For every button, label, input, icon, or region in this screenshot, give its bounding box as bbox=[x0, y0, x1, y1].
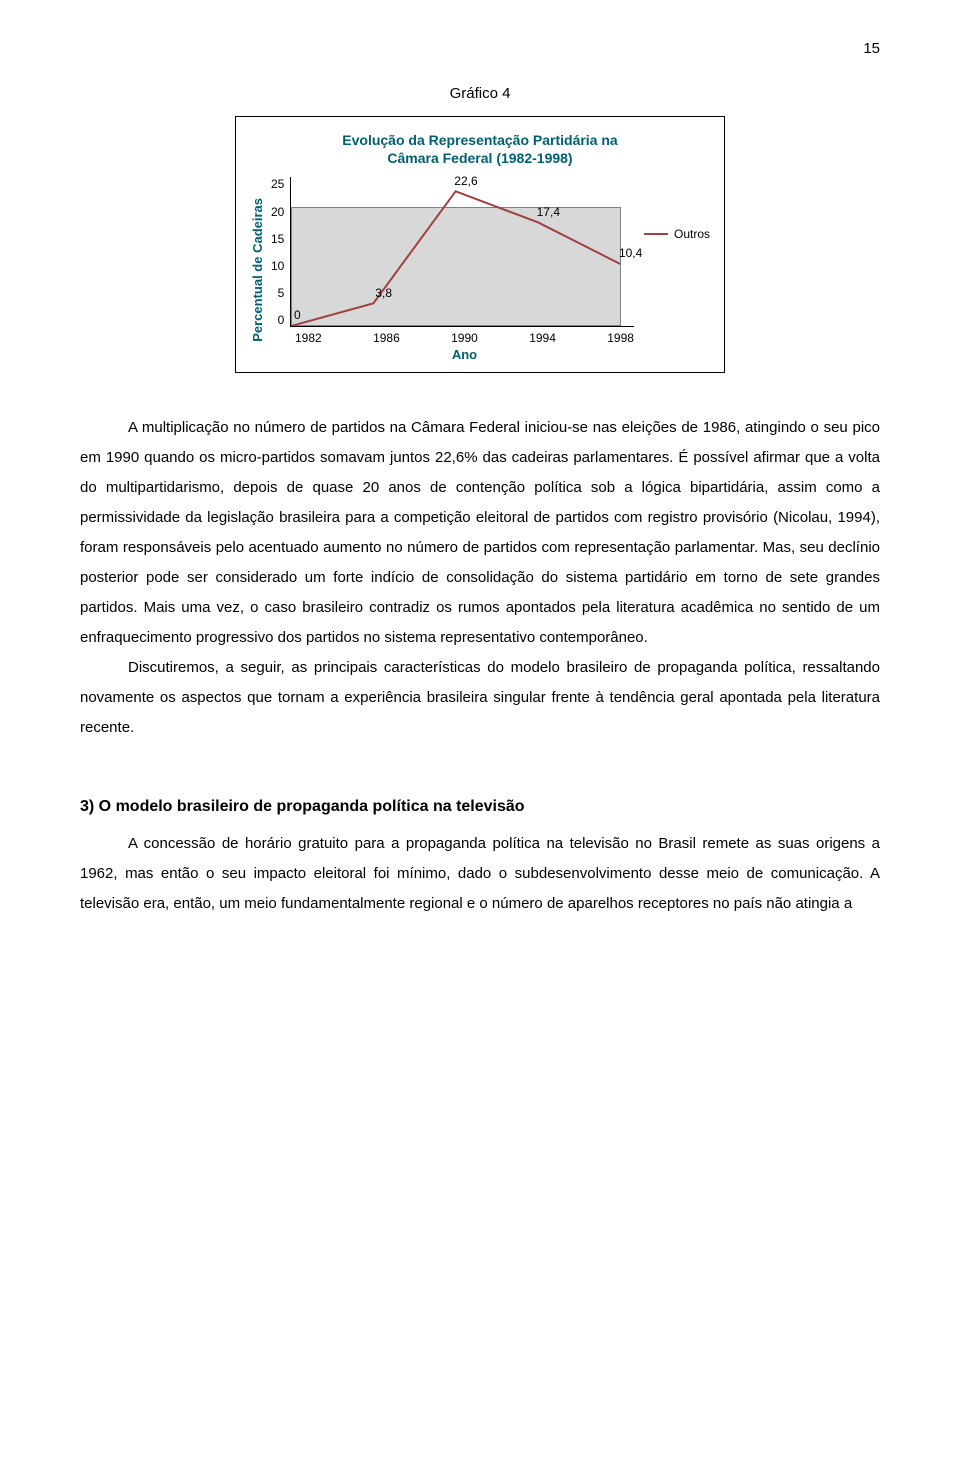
y-axis-label: Percentual de Cadeiras bbox=[250, 198, 265, 342]
section-heading: 3) O modelo brasileiro de propaganda pol… bbox=[80, 791, 880, 823]
chart-line bbox=[291, 177, 634, 326]
y-tick: 0 bbox=[271, 313, 284, 327]
x-tick: 1982 bbox=[295, 331, 322, 345]
chart-title-line1: Evolução da Representação Partidária na bbox=[342, 132, 617, 148]
paragraph: A concessão de horário gratuito para a p… bbox=[80, 829, 880, 919]
chart-container: Evolução da Representação Partidária na … bbox=[235, 116, 725, 373]
chart-title: Evolução da Representação Partidária na … bbox=[250, 131, 710, 167]
y-tick: 10 bbox=[271, 259, 284, 273]
x-axis-label: Ano bbox=[271, 347, 634, 362]
legend-label: Outros bbox=[674, 227, 710, 241]
x-tick: 1998 bbox=[607, 331, 634, 345]
y-tick: 20 bbox=[271, 205, 284, 219]
data-point-label: 10,4 bbox=[619, 246, 642, 260]
data-point-label: 0 bbox=[294, 308, 301, 322]
data-point-label: 22,6 bbox=[454, 174, 477, 188]
chart-label: Gráfico 4 bbox=[80, 85, 880, 102]
x-tick: 1990 bbox=[451, 331, 478, 345]
paragraph: A multiplicação no número de partidos na… bbox=[80, 413, 880, 653]
plot-area: 03,822,617,410,4 bbox=[290, 177, 634, 327]
y-tick: 25 bbox=[271, 177, 284, 191]
y-axis-ticks: 25 20 15 10 5 0 bbox=[271, 177, 290, 327]
paragraph: Discutiremos, a seguir, as principais ca… bbox=[80, 653, 880, 743]
page-number: 15 bbox=[80, 40, 880, 57]
chart-title-line2: Câmara Federal (1982-1998) bbox=[387, 150, 572, 166]
data-point-label: 17,4 bbox=[537, 205, 560, 219]
x-tick: 1986 bbox=[373, 331, 400, 345]
data-point-label: 3,8 bbox=[375, 286, 392, 300]
legend-line-icon bbox=[644, 233, 668, 235]
y-tick: 5 bbox=[271, 286, 284, 300]
body-text: A multiplicação no número de partidos na… bbox=[80, 413, 880, 919]
chart-legend: Outros bbox=[644, 227, 710, 241]
x-tick: 1994 bbox=[529, 331, 556, 345]
y-tick: 15 bbox=[271, 232, 284, 246]
x-axis-ticks: 1982 1986 1990 1994 1998 bbox=[271, 331, 634, 345]
